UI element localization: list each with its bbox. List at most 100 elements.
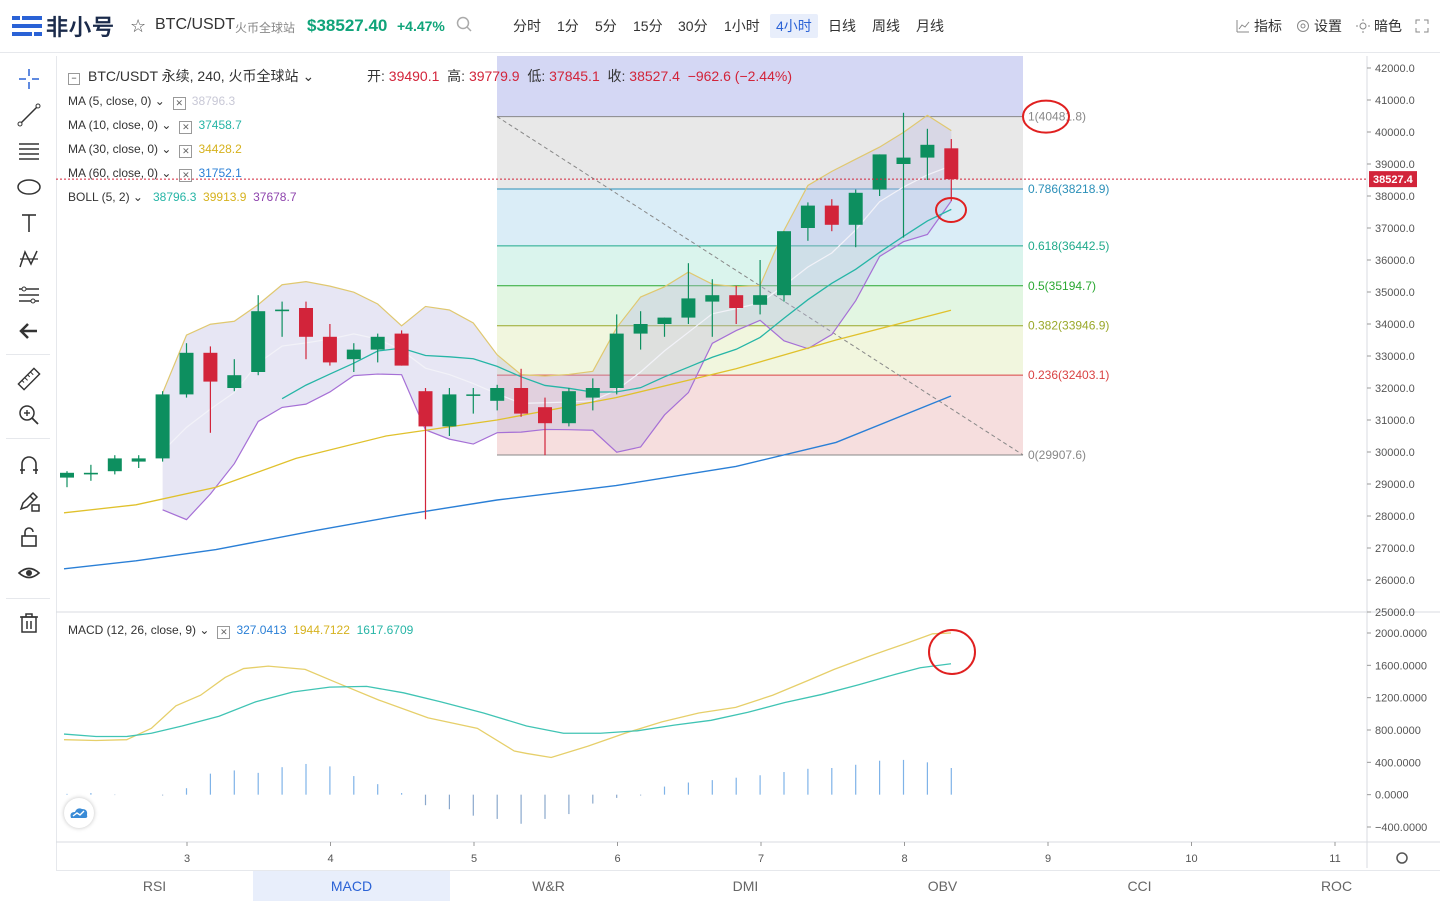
pair-name[interactable]: BTC/USDT (155, 16, 235, 33)
ma10-value: 37458.7 (198, 118, 242, 132)
price-axis-label: 36000.0 (1375, 255, 1415, 267)
candle-body (346, 349, 361, 360)
ma5-label: MA (5, close, 0) (68, 94, 152, 108)
fib-zone (497, 375, 1023, 455)
ma5-value: 38796.3 (191, 94, 236, 108)
close-icon[interactable]: ✕ (172, 97, 186, 110)
horizontal-lines-icon[interactable] (14, 136, 44, 166)
open-value: 39490.1 (388, 68, 440, 84)
toolbar-divider (6, 598, 50, 599)
last-price-tag (1369, 171, 1417, 188)
ma60-legend[interactable]: MA (60, close, 0) ⌄ ✕ 31752.1 (68, 166, 242, 182)
candle-body (322, 336, 337, 363)
theme-toggle[interactable]: 暗色 (1356, 16, 1402, 36)
time-axis-label: 7 (758, 853, 764, 865)
price-axis-label: 28000.0 (1375, 511, 1415, 523)
tab-macd[interactable]: MACD (253, 871, 450, 901)
ruler-icon[interactable] (14, 364, 44, 394)
ma10-legend[interactable]: MA (10, close, 0) ⌄ ✕ 37458.7 (68, 118, 242, 134)
fullscreen-icon[interactable] (1415, 19, 1429, 33)
ma30-legend[interactable]: MA (30, close, 0) ⌄ ✕ 34428.2 (68, 142, 242, 158)
ma5-legend[interactable]: MA (5, close, 0) ⌄ ✕ 38796.3 (68, 94, 236, 110)
timeframe-tab-active[interactable]: 4小时 (770, 14, 818, 38)
tab-dmi[interactable]: DMI (732, 878, 759, 894)
annotation-circle (928, 629, 976, 675)
text-tool-icon[interactable] (14, 208, 44, 238)
high-label: 高: (447, 68, 466, 84)
pattern-tool-icon[interactable] (14, 244, 44, 274)
timeframe-tab[interactable]: 5分 (595, 18, 617, 34)
timeframe-tab[interactable]: 日线 (828, 18, 856, 34)
indicator-chart-icon (1236, 20, 1250, 33)
gear-icon[interactable] (1396, 852, 1408, 864)
close-label: 收: (607, 68, 626, 84)
chevron-down-icon[interactable]: ⌄ (298, 68, 315, 84)
trend-line-icon[interactable] (14, 100, 44, 130)
trash-icon[interactable] (14, 608, 44, 638)
logo[interactable]: 非小号 (12, 12, 115, 40)
indicators-button[interactable]: 指标 (1236, 16, 1282, 36)
macd-legend[interactable]: MACD (12, 26, close, 9) ⌄ ✕ 327.0413 1944.… (68, 623, 414, 639)
boll-mid-value: 38796.3 (152, 190, 197, 204)
toolbar-divider (6, 438, 50, 439)
fib-level-label: 0.786(38218.9) (1028, 182, 1109, 196)
price-change: +4.47% (397, 18, 445, 34)
boll-legend[interactable]: BOLL (5, 2) ⌄ 38796.3 39913.9 37678.7 (68, 190, 297, 204)
timeframe-tab[interactable]: 15分 (633, 18, 663, 34)
close-icon[interactable]: ✕ (179, 169, 193, 182)
candle-body (848, 192, 863, 225)
logo-text: 非小号 (46, 15, 116, 40)
chart-title: BTC/USDT 永续, 240, 火币全球站 (88, 68, 299, 84)
close-icon[interactable]: ✕ (217, 626, 231, 639)
candle-body (896, 157, 911, 164)
macd-axis-label: 0.0000 (1375, 790, 1409, 802)
unlock-icon[interactable] (14, 522, 44, 552)
timeframe-tab[interactable]: 分时 (513, 18, 541, 34)
theme-label: 暗色 (1374, 18, 1402, 34)
zoom-in-icon[interactable] (14, 400, 44, 430)
ma30-label: MA (30, close, 0) (68, 142, 159, 156)
tab-obv[interactable]: OBV (927, 878, 958, 894)
last-price-tag-text: 38527.4 (1373, 174, 1414, 186)
chart-title-legend[interactable]: − BTC/USDT 永续, 240, 火币全球站 ⌄ (68, 66, 314, 86)
crosshair-icon[interactable] (14, 64, 44, 94)
pencil-lock-icon[interactable] (14, 486, 44, 516)
trading-view-logo[interactable] (64, 798, 94, 828)
tab-wr[interactable]: W&R (532, 878, 565, 894)
timeframe-tab[interactable]: 月线 (916, 18, 944, 34)
candle-body (251, 311, 266, 372)
ellipse-icon[interactable] (14, 172, 44, 202)
ohlc-legend: 开: 39490.1 高: 39779.9 低: 37845.1 收: 3852… (367, 66, 792, 86)
ma5-line (162, 165, 952, 452)
candle-body (442, 394, 457, 427)
price-axis-label: 37000.0 (1375, 223, 1415, 235)
close-icon[interactable]: ✕ (179, 145, 193, 158)
timeframe-tab[interactable]: 1小时 (724, 18, 760, 34)
price-chart[interactable]: 1(40481.8) 0.786(38218.9) 0.618(36442.5) 0.… (56, 56, 1440, 868)
search-icon[interactable] (456, 16, 472, 32)
fib-zone (497, 325, 1023, 376)
ma60-value: 31752.1 (198, 166, 242, 180)
time-axis-label: 3 (184, 853, 190, 865)
timeframe-tab[interactable]: 周线 (872, 18, 900, 34)
magnet-icon[interactable] (14, 450, 44, 480)
tab-roc[interactable]: ROC (1320, 878, 1353, 894)
candle-body (681, 298, 696, 318)
fib-tool-icon[interactable] (14, 280, 44, 310)
candle-body (131, 458, 146, 462)
fib-zone-top (497, 56, 1023, 117)
settings-button[interactable]: 设置 (1296, 16, 1342, 36)
tab-cci[interactable]: CCI (1127, 878, 1152, 894)
tab-rsi[interactable]: RSI (142, 878, 167, 894)
collapse-icon[interactable]: − (68, 73, 80, 85)
top-bar: 非小号 ☆ BTC/USDT 火币全球站 $38527.40 +4.47% 分时… (0, 0, 1440, 53)
back-arrow-icon[interactable] (14, 316, 44, 346)
timeframe-tab[interactable]: 1分 (557, 18, 579, 34)
favorite-star-icon[interactable]: ☆ (130, 16, 147, 36)
candle-body (633, 324, 648, 334)
candle-body (538, 407, 552, 424)
timeframe-tab[interactable]: 30分 (678, 18, 708, 34)
boll-up-value: 39913.9 (203, 190, 247, 204)
close-icon[interactable]: ✕ (179, 121, 193, 134)
eye-icon[interactable] (14, 558, 44, 588)
